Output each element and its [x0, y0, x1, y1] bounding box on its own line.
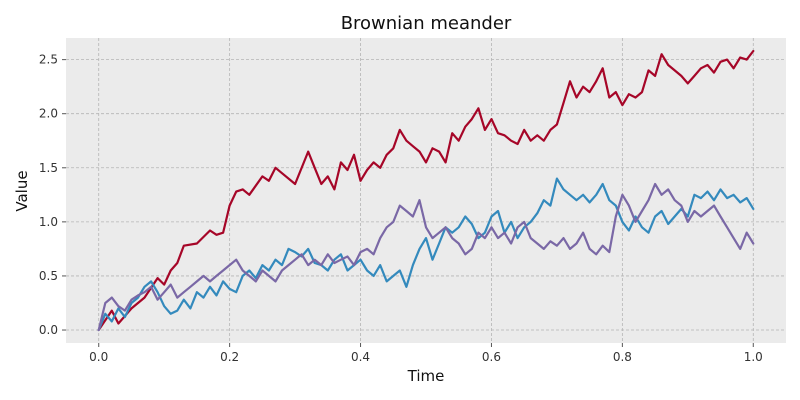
- y-tick-label: 2.0: [39, 107, 58, 121]
- series-lines: [97, 49, 755, 332]
- x-tick-label: 1.0: [744, 350, 763, 364]
- x-tick-label: 0.4: [351, 350, 370, 364]
- plot-background: [66, 38, 786, 343]
- x-tick-label: 0.0: [89, 350, 108, 364]
- series-line-3: [97, 182, 755, 332]
- x-axis-label: Time: [407, 367, 445, 385]
- y-tick-label: 0.5: [39, 269, 58, 283]
- chart-title: Brownian meander: [341, 13, 512, 34]
- y-tick-label: 0.0: [39, 323, 58, 337]
- x-tick-label: 0.6: [482, 350, 501, 364]
- y-axis: 0.0 0.5 1.0 1.5 2.0 2.5: [39, 53, 66, 337]
- series-line-2: [97, 177, 755, 332]
- series-line-1: [97, 49, 755, 332]
- x-axis: 0.0 0.2 0.4 0.6 0.8 1.0: [89, 343, 763, 364]
- plot-area: 0.0 0.2 0.4 0.6 0.8 1.0 0.0 0.5 1.0 1.5 2.0 2.5: [39, 38, 786, 364]
- y-tick-label: 2.5: [39, 53, 58, 67]
- x-tick-label: 0.2: [220, 350, 239, 364]
- x-tick-label: 0.8: [613, 350, 632, 364]
- y-axis-label: Value: [13, 170, 31, 211]
- y-tick-label: 1.5: [39, 161, 58, 175]
- y-tick-label: 1.0: [39, 215, 58, 229]
